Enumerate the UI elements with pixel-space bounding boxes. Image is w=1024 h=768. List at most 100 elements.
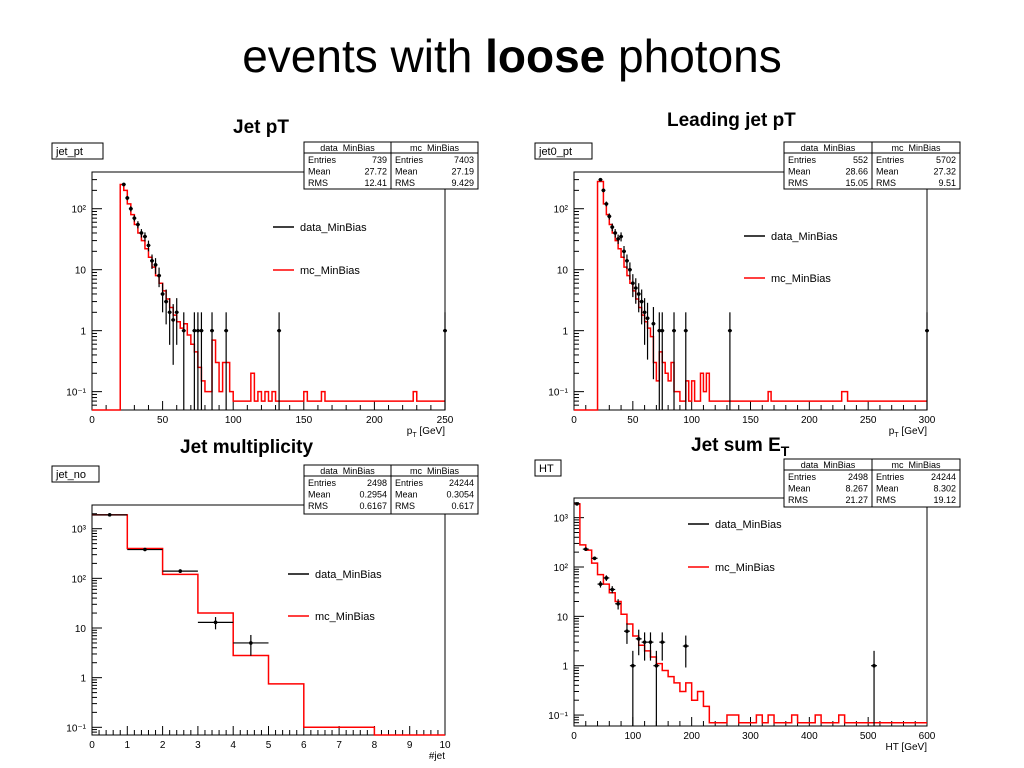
stats-key: Mean: [308, 167, 331, 177]
plot-title-jet-sum-et-sub: T: [780, 442, 790, 459]
data-marker: [642, 640, 647, 644]
data-marker: [642, 310, 647, 315]
stats-box-title: mc_MinBias: [891, 460, 941, 470]
data-marker: [872, 663, 876, 668]
x-axis-title: #jet: [429, 751, 445, 762]
data-point: [622, 245, 627, 259]
data-marker: [143, 234, 147, 239]
chart-group: 0 50 100 150 200 250 10⁻¹ 1 10 10² pT [GeV] data_Mi…: [51, 141, 479, 439]
stats-value: 8.302: [933, 484, 956, 494]
data-point: [635, 629, 642, 656]
stats-key: Mean: [788, 484, 811, 494]
data-marker: [192, 328, 197, 333]
y-tick-label: 10: [557, 266, 569, 277]
stats-key: RMS: [308, 178, 328, 188]
stats-box-title: mc_MinBias: [410, 143, 460, 153]
stats-key: Entries: [876, 155, 905, 165]
hist-name-label: jet0_pt: [538, 146, 572, 158]
data-point: [683, 312, 688, 410]
y-tick-label: 10²: [72, 574, 87, 585]
stats-value: 27.32: [933, 167, 956, 177]
stats-value: 2498: [367, 478, 387, 488]
stats-key: Entries: [876, 472, 905, 482]
y-tick-label: 1: [562, 662, 568, 673]
data-marker: [613, 231, 617, 235]
x-tick-label: 3: [195, 740, 201, 751]
stats-box-frame: [871, 141, 961, 190]
data-marker: [683, 328, 688, 333]
data-marker: [610, 587, 615, 592]
data-point: [682, 635, 689, 668]
stats-key: RMS: [876, 495, 896, 505]
stats-value: 9.51: [938, 178, 956, 188]
stats-key: Mean: [395, 167, 418, 177]
x-tick-label: 250: [860, 415, 877, 426]
stats-value: 12.41: [364, 178, 387, 188]
stats-key: RMS: [395, 178, 415, 188]
data-marker: [139, 231, 144, 235]
x-tick-label: 4: [230, 740, 236, 751]
data-point: [659, 632, 666, 661]
stats-box-title: mc_MinBias: [410, 466, 460, 476]
plot-frame: [91, 171, 446, 411]
data-marker: [146, 243, 151, 248]
data-marker: [598, 582, 603, 586]
data-point: [624, 254, 629, 270]
data-point: [597, 581, 604, 588]
data-point: [603, 575, 610, 581]
data-point: [162, 569, 198, 573]
stats-key: Entries: [395, 155, 424, 165]
data-point: [92, 513, 128, 517]
data-point: [181, 312, 186, 410]
data-marker: [125, 196, 130, 200]
data-marker: [660, 640, 665, 644]
data-point: [601, 188, 606, 193]
data-marker: [592, 556, 597, 561]
data-point: [171, 304, 176, 365]
stats-value: 552: [853, 155, 868, 165]
stats-value: 24244: [931, 472, 956, 482]
stats-key: RMS: [876, 178, 896, 188]
data-marker: [178, 569, 183, 573]
stats-box-title: mc_MinBias: [891, 143, 941, 153]
data-point: [157, 267, 162, 288]
data-point: [574, 502, 580, 506]
data-point: [627, 262, 632, 280]
data-point: [660, 312, 665, 410]
stats-key: Mean: [788, 167, 811, 177]
x-tick-label: 1: [125, 740, 131, 751]
data-marker: [598, 177, 603, 182]
data-point: [609, 586, 616, 594]
x-tick-label: 0: [571, 415, 577, 426]
stats-box: data_MinBias Entries 2498 Mean 0.2954 RMS 0.61…: [303, 464, 392, 515]
data-point: [160, 283, 165, 313]
stats-value: 19.12: [933, 495, 956, 505]
data-marker: [107, 513, 112, 517]
y-tick-label: 10⁻¹: [548, 711, 568, 722]
stats-key: RMS: [788, 178, 808, 188]
stats-value: 15.05: [845, 178, 868, 188]
x-tick-label: 100: [683, 415, 700, 426]
mc-histogram-line: [574, 503, 927, 724]
stats-value: 27.72: [364, 167, 387, 177]
data-point: [210, 312, 215, 410]
data-point: [192, 312, 197, 410]
x-tick-label: 8: [372, 740, 378, 751]
data-marker: [619, 234, 623, 239]
stats-key: RMS: [788, 495, 808, 505]
legend-mc-label: mc_MinBias: [715, 562, 775, 574]
stats-box: mc_MinBias Entries 24244 Mean 0.3054 RMS 0.617: [390, 464, 479, 515]
data-marker: [167, 310, 172, 315]
y-tick-label: 10⁻¹: [66, 388, 86, 399]
stats-box: data_MinBias Entries 2498 Mean 8.267 RMS 21.27: [783, 458, 873, 508]
slide-title-bold: loose: [485, 30, 606, 82]
y-tick-label: 10²: [554, 205, 569, 216]
x-axis-title: HT [GeV]: [886, 742, 928, 753]
stats-box-frame: [783, 458, 873, 508]
stats-key: Mean: [876, 167, 899, 177]
stats-box-title: data_MinBias: [320, 143, 375, 153]
data-marker: [728, 328, 732, 333]
